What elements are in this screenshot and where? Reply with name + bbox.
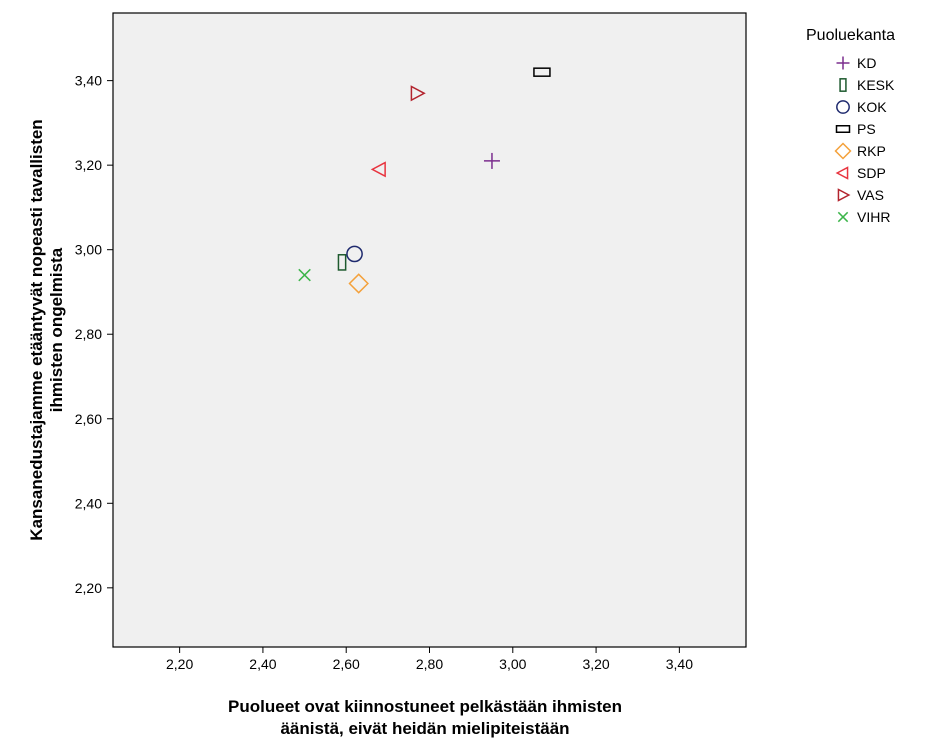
y-tick-label: 2,20 [75,580,102,596]
legend-label-kd: KD [857,55,876,71]
y-axis: 2,20 2,40 2,60 2,80 3,00 3,20 3,40 [75,73,113,596]
point-ps [533,67,551,77]
legend: Puoluekanta KD KESK KOK PS RKP SDP VAS VIHR [806,27,895,225]
x-tick-label: 3,20 [582,656,609,672]
legend-marker-ps [835,125,851,133]
legend-label-rkp: RKP [857,143,886,159]
y-tick-label: 2,60 [75,411,102,427]
y-tick-label: 3,00 [75,242,102,258]
x-tick-label: 2,20 [166,656,193,672]
point-kesk [337,254,347,271]
x-tick-label: 2,60 [333,656,360,672]
point-vihr [298,268,311,282]
data-points [298,67,551,294]
point-kok [346,245,363,263]
x-axis: 2,20 2,40 2,60 2,80 3,00 3,20 3,40 [166,647,693,672]
y-tick-label: 2,80 [75,326,102,342]
point-kd [483,152,500,169]
legend-label-vas: VAS [857,187,884,203]
legend-label-vihr: VIHR [857,209,890,225]
x-tick-label: 3,40 [666,656,693,672]
legend-marker-kd [836,56,850,70]
legend-label-kok: KOK [857,99,887,115]
point-sdp [370,161,386,178]
plot-area [112,12,747,648]
legend-marker-kesk [839,78,847,92]
x-axis-title-line-2: äänistä, eivät heidän mielipiteistään [280,719,569,738]
x-tick-label: 2,80 [416,656,443,672]
y-axis-title-line-1: Kansanedustajamme etääntyvät nopeasti ta… [27,119,46,540]
legend-label-sdp: SDP [857,165,886,181]
legend-marker-vihr [837,211,849,223]
legend-label-ps: PS [857,121,876,137]
legend-marker-rkp [834,142,852,160]
point-rkp [348,273,369,294]
legend-label-kesk: KESK [857,77,895,93]
y-tick-label: 3,20 [75,157,102,173]
y-tick-label: 3,40 [75,73,102,89]
x-axis-title-line-1: Puolueet ovat kiinnostuneet pelkästään i… [228,697,622,716]
legend-marker-sdp [835,166,849,180]
legend-marker-kok [836,100,850,114]
legend-title: Puoluekanta [806,27,895,44]
y-tick-label: 2,40 [75,495,102,511]
x-tick-label: 3,00 [499,656,526,672]
legend-marker-vas [837,188,851,202]
point-vas [410,85,426,102]
y-axis-title-line-2: ihmisten ongelmista [47,247,66,412]
x-tick-label: 2,40 [249,656,276,672]
